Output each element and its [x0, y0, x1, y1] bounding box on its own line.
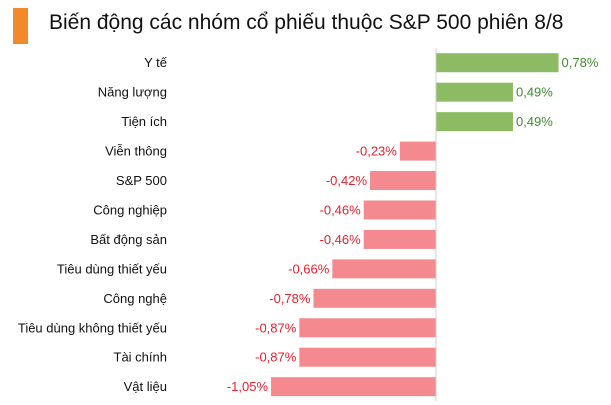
value-label: 0,49% — [516, 85, 553, 100]
category-label: Tiêu dùng không thiết yếu — [18, 320, 167, 335]
bar — [436, 112, 513, 132]
category-label: Tài chính — [114, 350, 167, 365]
bar — [332, 259, 436, 279]
title-accent-bar — [13, 8, 28, 44]
bar — [271, 377, 436, 397]
value-label: -0,42% — [326, 173, 368, 188]
value-label: -0,46% — [320, 202, 362, 217]
value-label: -0,23% — [356, 144, 398, 159]
bar — [299, 347, 436, 367]
value-label: 0,49% — [516, 114, 553, 129]
category-label: Công nghiệp — [93, 202, 167, 217]
category-label: Năng lượng — [98, 85, 167, 100]
bar — [363, 229, 436, 249]
value-label: -1,05% — [227, 379, 269, 394]
category-label: Vật liệu — [124, 379, 167, 394]
value-label: -0,46% — [320, 232, 362, 247]
chart-title: Biến động các nhóm cổ phiếu thuộc S&P 50… — [49, 11, 564, 34]
labels-layer: Y tế 0,78% Năng lượng 0,49% Tiện ích 0,49% Viễ… — [18, 55, 599, 394]
category-label: Y tế — [144, 55, 168, 70]
bar — [399, 141, 436, 161]
category-label: Viễn thông — [105, 144, 167, 159]
bars-layer — [271, 53, 559, 397]
category-label: S&P 500 — [116, 173, 167, 188]
bar — [313, 288, 436, 308]
bar — [436, 53, 559, 73]
category-label: Tiện ích — [121, 114, 167, 129]
category-label: Bất động sản — [90, 232, 167, 247]
bar — [370, 171, 436, 191]
bar — [436, 82, 513, 102]
value-label: 0,78% — [562, 55, 599, 70]
bar — [299, 318, 436, 338]
value-label: -0,87% — [255, 320, 297, 335]
value-label: -0,87% — [255, 350, 297, 365]
value-label: -0,78% — [269, 291, 311, 306]
bar — [363, 200, 436, 220]
value-label: -0,66% — [288, 261, 330, 276]
category-label: Tiêu dùng thiết yếu — [57, 261, 167, 276]
category-label: Công nghệ — [103, 291, 167, 306]
